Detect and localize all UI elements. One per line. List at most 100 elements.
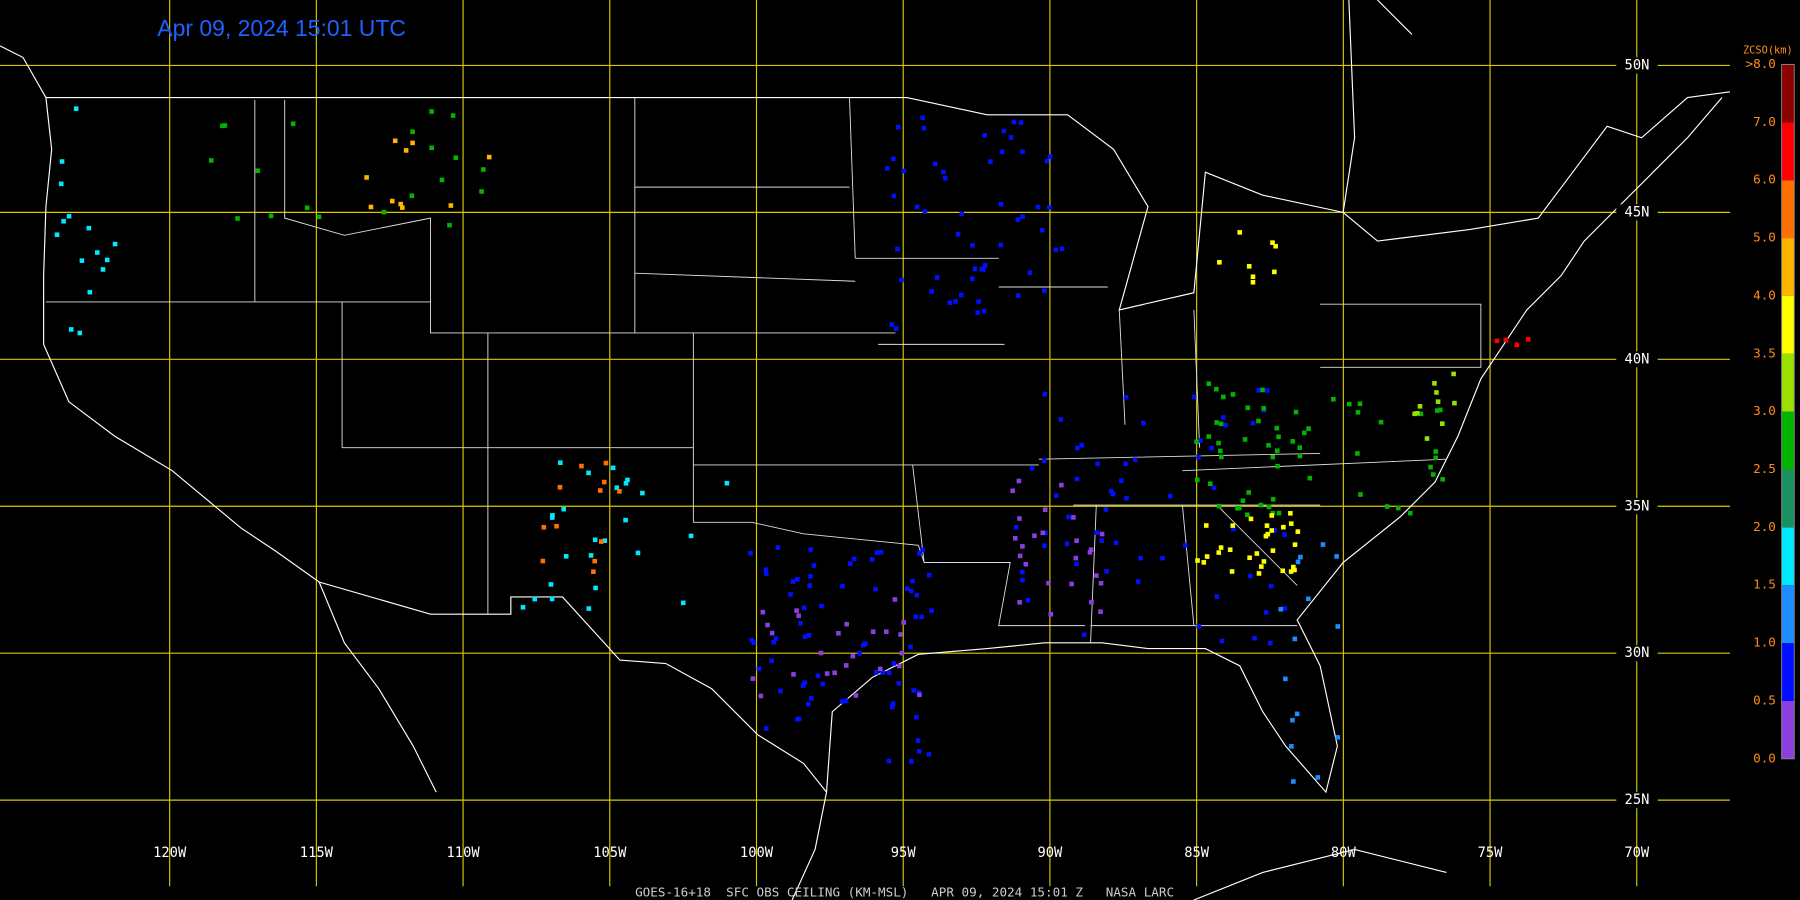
station-dot	[1017, 600, 1022, 605]
station-dot	[1043, 530, 1048, 536]
station-dot	[1203, 523, 1209, 528]
station-dot	[1042, 391, 1048, 397]
station-dot	[1011, 119, 1017, 125]
station-dot	[851, 556, 857, 562]
station-dot	[929, 608, 934, 613]
station-dot	[1194, 477, 1200, 483]
station-dot	[922, 209, 928, 214]
station-dot	[802, 634, 808, 640]
legend-label: 3.5	[1753, 345, 1776, 360]
station-dot	[809, 695, 814, 701]
station-dot	[601, 479, 607, 485]
station-dot	[94, 250, 100, 255]
station-dot	[750, 676, 756, 681]
station-dot	[1424, 436, 1430, 441]
legend-title: ZCSO(km)	[1743, 45, 1793, 57]
station-dot	[1035, 204, 1041, 210]
station-dot	[1044, 158, 1050, 164]
station-dot	[61, 218, 66, 224]
station-dot	[1335, 624, 1341, 629]
station-dot	[947, 300, 953, 306]
station-dot	[1250, 274, 1256, 280]
station-dot	[873, 586, 878, 592]
station-dot	[1183, 543, 1188, 548]
station-dot	[558, 460, 563, 466]
station-dot	[1029, 466, 1035, 471]
station-dot	[884, 166, 890, 171]
station-dot	[1272, 527, 1278, 533]
station-dot	[1355, 451, 1360, 456]
station-dot	[79, 258, 85, 263]
station-dot	[1217, 260, 1222, 265]
station-dot	[891, 661, 897, 666]
station-dot	[1032, 533, 1037, 539]
station-dot	[623, 480, 629, 486]
station-dot	[901, 168, 906, 174]
station-dot	[869, 557, 875, 562]
legend-label: 4.0	[1753, 287, 1776, 302]
station-dot	[73, 106, 79, 111]
station-dot	[1020, 577, 1025, 583]
station-dot	[1218, 421, 1224, 427]
longitude-label: 115W	[300, 845, 334, 861]
station-dot	[450, 113, 456, 118]
station-dot	[758, 693, 764, 699]
station-dot	[1315, 775, 1321, 780]
station-dot	[1059, 482, 1064, 488]
station-dot	[1066, 514, 1071, 520]
station-dot	[844, 621, 850, 627]
longitude-label: 110W	[447, 845, 481, 861]
station-dot	[1141, 420, 1146, 426]
station-dot	[1020, 214, 1025, 219]
station-dot	[1135, 579, 1141, 584]
station-dot	[368, 204, 374, 210]
label-background	[1616, 57, 1658, 74]
station-dot	[832, 670, 837, 676]
station-dot	[591, 569, 596, 574]
station-dot	[1259, 564, 1264, 569]
station-dot	[1095, 461, 1100, 467]
station-dot	[805, 701, 811, 707]
station-dot	[603, 460, 609, 466]
station-dot	[1435, 399, 1441, 404]
station-dot	[1247, 555, 1252, 561]
station-dot	[1263, 533, 1269, 539]
station-dot	[1430, 472, 1436, 477]
station-dot	[775, 545, 781, 550]
station-dot	[532, 596, 538, 602]
station-dot	[896, 680, 902, 686]
station-dot	[811, 563, 817, 568]
station-dot	[818, 650, 824, 656]
station-dot	[1206, 434, 1212, 439]
longitude-label: 95W	[891, 845, 917, 861]
station-dot	[1395, 505, 1401, 511]
station-dot	[1209, 445, 1214, 451]
station-dot	[909, 759, 914, 764]
station-dot	[112, 241, 118, 247]
grid-labels: 120W 115W 110W 105W 100W 95W 90W 85W 80W 75W 70W 50…	[153, 57, 1658, 861]
station-dot	[1278, 606, 1284, 612]
station-dot	[910, 578, 915, 584]
station-dot	[1282, 606, 1288, 611]
station-dot	[1281, 524, 1286, 530]
station-dot	[756, 666, 762, 672]
coastline	[0, 0, 1731, 900]
station-dot	[623, 517, 628, 523]
station-dot	[1291, 779, 1296, 784]
station-dot	[1123, 461, 1128, 467]
station-dot	[1384, 504, 1390, 509]
station-dot	[1042, 543, 1047, 548]
latitude-label: 35N	[1625, 498, 1650, 514]
station-dot	[798, 620, 803, 626]
station-dot	[895, 124, 901, 130]
station-dot	[1274, 448, 1280, 454]
station-dot	[847, 561, 853, 566]
station-dot	[1270, 240, 1275, 245]
station-dot	[549, 596, 555, 602]
station-dot	[1438, 407, 1443, 413]
label-background	[1616, 792, 1658, 809]
station-dot	[1103, 507, 1109, 512]
station-dot	[520, 604, 526, 610]
station-dot	[688, 533, 694, 539]
station-dot	[1008, 135, 1014, 140]
